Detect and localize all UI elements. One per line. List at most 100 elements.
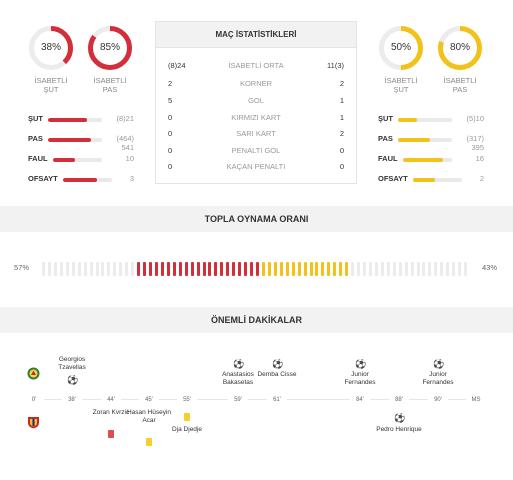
home-stat-shots: ŞUT (8)21 [28,114,136,126]
match-stat-row: (8)24 İSABETLİ ORTA 11(3) [156,61,356,73]
possession-segment [351,262,355,276]
possession-segment [428,262,432,276]
stat-fill [398,138,431,142]
home-accurate-shots-label: İSABETLİ ŞUT [28,76,74,94]
away-stat-shots: ŞUT (5)10 [378,114,486,126]
stat-name: OFSAYT [378,174,408,183]
label-line2: PAS [102,85,118,94]
possession-title: TOPLA OYNAMA ORANI [0,206,513,232]
progress-ring-icon [438,26,482,70]
football-icon: ⚽ [272,359,284,369]
possession-segment [440,262,444,276]
possession-segment [398,262,402,276]
event-player-name: Demba Cisse [257,371,297,378]
timeline-tick: 44' [101,395,121,405]
away-stat-passes: PAS (317) 395 [378,134,486,152]
possession-segment [184,262,188,276]
timeline-tick: 84' [350,395,370,405]
possession-segment [380,262,384,276]
home-team-crest-icon [27,367,40,380]
possession-segment [220,262,224,276]
stat-track [48,118,102,122]
possession-segment [214,262,218,276]
away-stat-offsides: OFSAYT 2 [378,174,486,186]
away-stat-fouls: FAUL 16 [378,154,486,166]
possession-segment [160,262,164,276]
stat-fill [48,118,87,122]
timeline-tick: 45' [139,395,159,405]
match-stat-row: 2 KORNER 2 [156,79,356,91]
possession-segment [285,262,289,276]
home-stat-passes: PAS (464) 541 [28,134,136,152]
stat-name: ŞUT [28,114,43,123]
label-line2: ŞUT [393,85,409,94]
home-value: 0 [168,162,173,171]
possession-segment [279,262,283,276]
timeline-tick: 90' [428,395,448,405]
stat-track [403,158,452,162]
stat-label: KAÇAN PENALTI [226,162,286,171]
possession-segment [131,262,135,276]
label-line2: PAS [452,85,468,94]
red-card-icon [108,430,114,438]
possession-segment [386,262,390,276]
possession-segment [149,262,152,276]
possession-segment [166,262,170,276]
stat-fill [403,158,444,162]
stat-fill [53,158,76,162]
possession-segment [154,262,158,276]
possession-segment [458,262,462,276]
home-value: (8)24 [168,61,186,70]
key-moments-title: ÖNEMLİ DAKİKALAR [0,307,513,333]
timeline-line [28,399,484,400]
away-accurate-passes-label: İSABETLİ PAS [437,76,483,94]
possession-segment [303,262,307,276]
possession-segment [125,262,129,276]
stat-value: (464) 541 [116,134,134,152]
possession-segment [452,262,456,276]
possession-segment [357,262,361,276]
possession-segment [71,262,75,276]
possession-segment [422,262,426,276]
possession-bar [42,262,470,276]
possession-segment [232,262,236,276]
match-stat-row: 0 KAÇAN PENALTI 0 [156,162,356,174]
possession-segment [256,262,259,276]
possession-segment [333,262,337,276]
possession-segment [327,262,331,276]
match-stats-panel: MAÇ İSTATİSTİKLERİ (8)24 İSABETLİ ORTA 1… [155,21,357,184]
possession-segment [42,262,45,276]
event-player-name: Hasan Hüseyin Acar [126,409,172,424]
stat-track [53,158,102,162]
timeline-tick: 59' [228,395,248,405]
possession-segment [273,262,277,276]
possession-segment [416,262,420,276]
possession-segment [178,262,182,276]
stat-track [63,178,112,182]
possession-segment [291,262,295,276]
home-accurate-shots-circle: 38% [28,25,74,71]
away-accurate-passes-pct: 80% [449,42,470,53]
possession-segment [208,262,212,276]
possession-segment [77,262,81,276]
football-icon: ⚽ [355,359,367,369]
label-line1: İSABETLİ [93,76,127,85]
home-value: 5 [168,96,173,105]
possession-segment [53,262,57,276]
possession-segment [404,262,408,276]
away-accurate-shots-circle: 50% [378,25,424,71]
stat-label: KORNER [239,79,273,88]
stat-track [398,138,452,142]
event-player-name: Junior Fernandes [344,371,376,386]
stat-name: PAS [378,134,393,143]
home-accurate-passes-label: İSABETLİ PAS [87,76,133,94]
possession-segment [190,262,194,276]
possession-segment [47,262,51,276]
possession-segment [374,262,378,276]
possession-segment [446,262,450,276]
stat-label: GOL [248,96,264,105]
stat-name: ŞUT [378,114,393,123]
possession-segment [267,262,271,276]
stat-value: (5)10 [466,114,484,123]
possession-segment [137,262,141,276]
